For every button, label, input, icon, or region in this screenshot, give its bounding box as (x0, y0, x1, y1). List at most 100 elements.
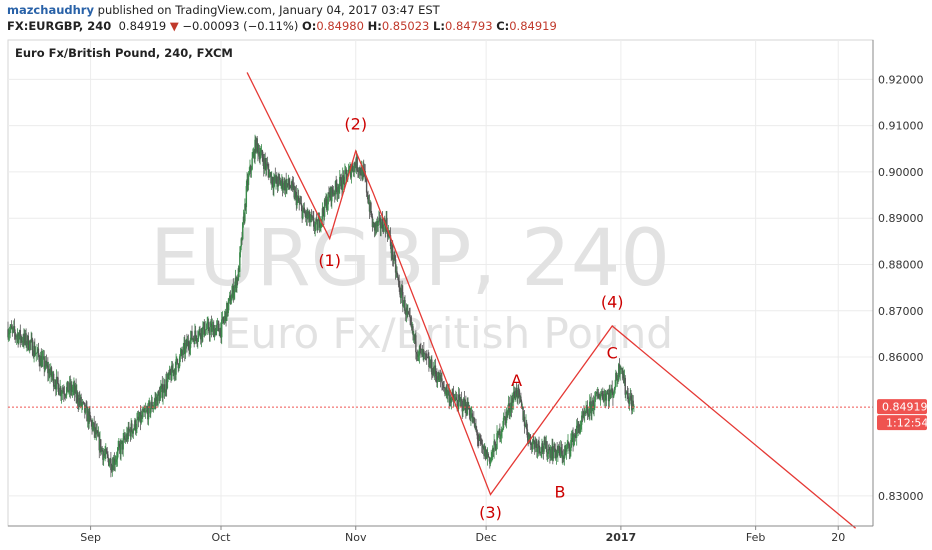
candle-body (526, 422, 528, 430)
candle-body (541, 443, 543, 452)
candle-body (461, 400, 463, 412)
candle-body (163, 384, 166, 393)
candle-body (328, 194, 331, 198)
candle-body (561, 450, 563, 459)
candle-body (579, 426, 582, 433)
candle-body (316, 220, 319, 231)
candle-body (507, 403, 510, 410)
candle-body (509, 411, 511, 413)
candle-body (215, 324, 218, 329)
candle-body (79, 398, 81, 403)
candle-body (597, 393, 599, 397)
author-link[interactable]: mazchaudhry (7, 3, 94, 17)
candle-body (377, 221, 379, 226)
candle-body (78, 398, 80, 406)
candle-body (431, 374, 434, 376)
candle-body (412, 326, 414, 336)
candle-body (444, 391, 447, 394)
candle-body (552, 451, 555, 459)
candle-body (283, 181, 285, 188)
candle-body (168, 369, 171, 376)
candle-body (623, 374, 625, 384)
plot-area[interactable] (7, 39, 874, 527)
watermark-symbol: EURGBP, 240 (150, 214, 670, 304)
candle-body (436, 379, 439, 383)
candle-body (101, 447, 103, 451)
candle-body (585, 408, 587, 414)
candle-body (290, 187, 292, 189)
candle-body (479, 435, 482, 439)
candle-body (355, 164, 357, 169)
candle-body (107, 458, 110, 466)
candle-body (51, 376, 53, 378)
candle-body (328, 192, 330, 195)
wave-label: C (607, 343, 618, 362)
candle-body (181, 353, 184, 355)
candle-body (160, 384, 163, 388)
candle-body (539, 452, 542, 453)
candle-body (538, 441, 540, 448)
candle-body (358, 167, 361, 173)
candle-body (376, 221, 379, 226)
candle-body (556, 450, 558, 456)
candle-body (395, 271, 398, 273)
price-axis[interactable]: 0.92000 0.91000 0.90000 0.89000 0.88000 0.870… (878, 73, 924, 503)
candle-body (611, 388, 613, 392)
candle-body (89, 411, 91, 417)
candle-body (185, 340, 187, 345)
candle-body (216, 323, 219, 325)
candle-body (628, 401, 630, 404)
candle-body (169, 369, 171, 374)
candle-body (560, 447, 562, 457)
candle-body (594, 396, 596, 408)
candle-body (69, 382, 72, 391)
candle-body (502, 428, 504, 431)
candle-body (381, 219, 384, 229)
candle-body (144, 410, 147, 412)
time-axis[interactable]: Sep Oct Nov Dec 2017 Feb 20 (80, 526, 845, 544)
candle-body (620, 368, 622, 370)
candle-body (272, 184, 274, 189)
candle-body (150, 401, 153, 409)
candle-body (203, 322, 206, 335)
candle-body (31, 339, 33, 340)
candle-body (317, 220, 319, 231)
candle-body (236, 277, 238, 288)
candle-body (13, 326, 15, 328)
candle-body (84, 405, 87, 413)
candle-body (490, 457, 492, 460)
candle-body (213, 329, 216, 338)
candle-body (276, 183, 279, 187)
candle-body (321, 208, 324, 220)
candle-body (533, 441, 536, 448)
candle-body (472, 417, 474, 422)
candle-body (599, 397, 601, 400)
candle-body (568, 444, 571, 452)
candle-body (398, 281, 400, 286)
candle-body (214, 329, 216, 335)
candle-body (341, 188, 343, 190)
candle-body (86, 406, 88, 422)
candle-body (187, 340, 190, 346)
candle-body (396, 271, 398, 275)
candle-body (518, 390, 521, 397)
candle-body (188, 345, 190, 349)
candle-body (273, 175, 276, 181)
candle-body (355, 156, 358, 169)
candle-body (89, 416, 92, 421)
candle-body (401, 288, 403, 292)
candle-body (615, 372, 618, 380)
candle-body (475, 425, 477, 430)
candle-body (197, 338, 199, 342)
candle-body (582, 411, 584, 418)
candle-body (539, 447, 541, 453)
y-tick-label: 0.90000 (878, 166, 924, 179)
candle-body (145, 410, 148, 412)
candle-body (96, 430, 98, 432)
candle-body (297, 196, 299, 198)
candle-body (532, 439, 534, 442)
candle-body (519, 396, 521, 398)
candle-body (159, 392, 161, 401)
candle-body (614, 386, 616, 390)
